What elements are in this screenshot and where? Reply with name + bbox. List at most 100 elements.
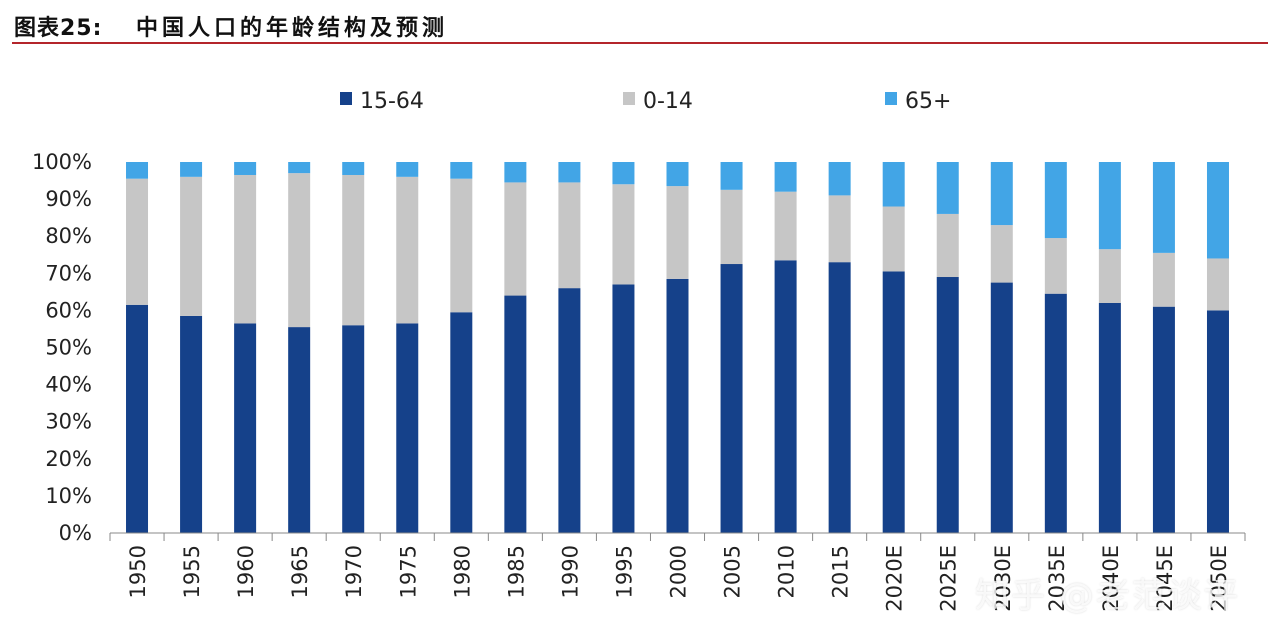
- bar-0-14-2015: [828, 195, 851, 263]
- x-tick-label: 2045E: [1153, 545, 1177, 612]
- bar-0-14-1960: [234, 174, 257, 324]
- x-tick-label: 2035E: [1045, 545, 1069, 612]
- bar-65+-1980: [450, 162, 473, 179]
- bar-15-64-2015: [828, 262, 851, 533]
- bar-15-64-1970: [342, 325, 365, 533]
- bar-65+-2050E: [1206, 162, 1229, 259]
- legend-label-15-64: 15-64: [360, 89, 424, 114]
- y-tick-label: 30%: [45, 410, 92, 434]
- bar-65+-2005: [720, 162, 743, 190]
- bar-0-14-2030E: [990, 225, 1013, 283]
- bar-0-14-2025E: [936, 213, 959, 278]
- bar-15-64-1975: [396, 323, 419, 533]
- x-tick-label: 1985: [504, 545, 528, 598]
- bar-group-1975: [396, 162, 419, 533]
- bar-0-14-1995: [612, 184, 635, 285]
- x-tick-label: 1970: [342, 545, 366, 598]
- x-tick-label: 1995: [612, 545, 636, 598]
- bar-group-1955: [180, 162, 203, 533]
- y-tick-label: 60%: [45, 298, 92, 322]
- x-tick-label: 2015: [829, 545, 853, 598]
- header-rule: [12, 42, 1268, 44]
- bar-65+-2035E: [1044, 162, 1067, 239]
- bar-65+-1990: [558, 162, 581, 183]
- bar-0-14-1965: [288, 173, 311, 328]
- y-tick-label: 50%: [45, 336, 92, 360]
- bar-0-14-2000: [666, 186, 689, 279]
- bar-group-1960: [234, 162, 257, 533]
- bar-0-14-1990: [558, 182, 581, 289]
- bar-15-64-1995: [612, 284, 635, 533]
- x-tick-label: 2030E: [991, 545, 1015, 612]
- y-axis: 0% 10% 20% 30% 40% 50% 60% 70% 80% 90% 100%: [32, 150, 92, 545]
- bar-0-14-1950: [126, 178, 149, 305]
- bar-group-1995: [612, 162, 635, 533]
- legend-swatch-15-64: [340, 92, 352, 105]
- bar-group-1985: [504, 162, 527, 533]
- bar-65+-2000: [666, 162, 689, 187]
- y-tick-label: 20%: [45, 447, 92, 471]
- bar-15-64-2005: [720, 264, 743, 533]
- x-tick-label: 2025E: [937, 545, 961, 612]
- x-tick-label: 2050E: [1207, 545, 1231, 612]
- bar-group-1965: [288, 162, 311, 533]
- x-tick-label: 1965: [288, 545, 312, 598]
- bar-15-64-2010: [774, 260, 797, 533]
- bar-65+-2045E: [1152, 162, 1175, 253]
- bar-group-2020E: [882, 162, 905, 533]
- bar-group-2040E: [1098, 162, 1121, 533]
- legend-swatch-0-14: [623, 92, 635, 105]
- bar-group-2030E: [990, 162, 1013, 533]
- figure-label: 图表25:: [14, 16, 103, 41]
- bar-0-14-2035E: [1044, 238, 1067, 294]
- bar-15-64-1980: [450, 312, 473, 533]
- y-tick-label: 70%: [45, 261, 92, 285]
- x-tick-label: 2005: [721, 545, 745, 598]
- y-tick-label: 90%: [45, 187, 92, 211]
- bar-15-64-1950: [126, 304, 149, 533]
- x-tick-label: 1980: [450, 545, 474, 598]
- bar-0-14-2040E: [1098, 249, 1121, 303]
- bar-0-14-2010: [774, 191, 797, 261]
- bar-65+-2030E: [990, 162, 1013, 226]
- bar-65+-1985: [504, 162, 527, 183]
- x-tick-label: 2040E: [1099, 545, 1123, 612]
- bar-15-64-1990: [558, 288, 581, 533]
- bar-group-2025E: [936, 162, 959, 533]
- bar-65+-1950: [126, 162, 149, 179]
- x-tick-label: 1960: [234, 545, 258, 598]
- bar-15-64-2040E: [1098, 302, 1121, 533]
- bar-15-64-1965: [288, 327, 311, 533]
- legend-label-0-14: 0-14: [643, 89, 693, 114]
- bar-0-14-1970: [342, 174, 365, 326]
- bar-15-64-1985: [504, 295, 527, 533]
- bar-15-64-2020E: [882, 271, 905, 533]
- bar-0-14-2005: [720, 189, 743, 265]
- bar-65+-2025E: [936, 162, 959, 214]
- bar-group-2035E: [1044, 162, 1067, 533]
- bar-group-1980: [450, 162, 473, 533]
- bar-15-64-2000: [666, 278, 689, 533]
- x-tick-label: 1955: [180, 545, 204, 598]
- figure-header: 图表25: 中国人口的年龄结构及预测: [0, 0, 1280, 46]
- bar-0-14-1955: [180, 176, 203, 316]
- bar-group-1950: [126, 162, 149, 533]
- x-tick-label: 1990: [558, 545, 582, 598]
- bar-65+-2015: [828, 162, 851, 196]
- bar-15-64-2025E: [936, 277, 959, 533]
- y-tick-label: 80%: [45, 224, 92, 248]
- bar-65+-1975: [396, 162, 419, 177]
- bar-0-14-2020E: [882, 206, 905, 272]
- x-tick-label: 1975: [396, 545, 420, 598]
- bar-15-64-1960: [234, 323, 257, 533]
- bar-15-64-2035E: [1044, 293, 1067, 533]
- bar-group-2000: [666, 162, 689, 533]
- bar-group-2045E: [1152, 162, 1175, 533]
- legend-swatch-65+: [885, 92, 897, 105]
- bar-0-14-2050E: [1206, 258, 1229, 311]
- bar-65+-1965: [288, 162, 311, 174]
- bar-group-1990: [558, 162, 581, 533]
- bar-65+-1955: [180, 162, 203, 177]
- y-tick-label: 10%: [45, 484, 92, 508]
